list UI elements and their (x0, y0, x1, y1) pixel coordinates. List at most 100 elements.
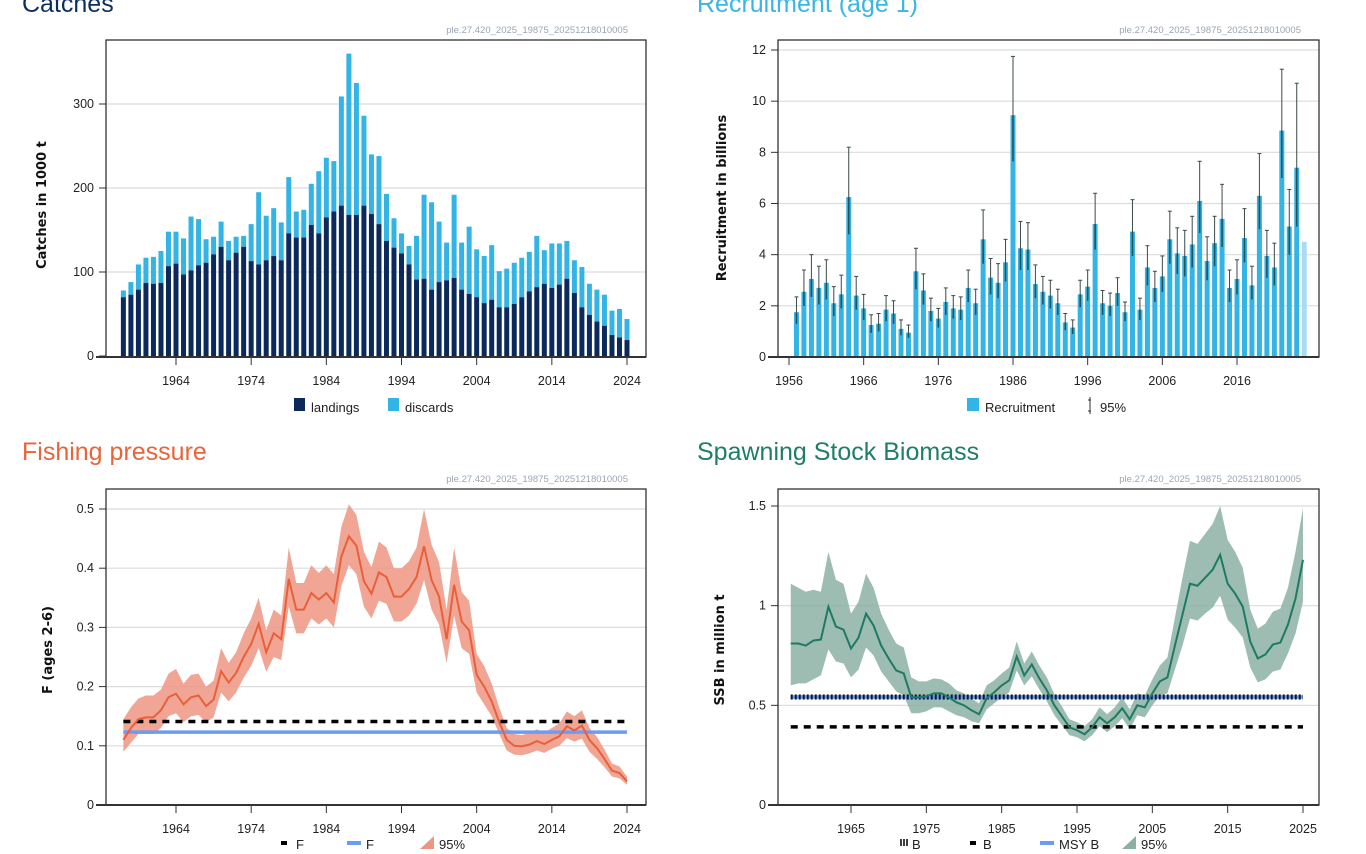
landings-bar (173, 263, 179, 356)
landings-bar (466, 293, 472, 356)
landings-bar (308, 224, 314, 356)
recruitment-bar (995, 282, 1001, 357)
discards-bar (504, 268, 510, 308)
catches-y-tick-label: 200 (73, 181, 94, 195)
landings-bar (211, 254, 217, 356)
recruitment-bar (943, 301, 949, 357)
recruitment-bar (1174, 253, 1180, 357)
recruitment-bar (1249, 285, 1255, 357)
recruitment-x-tick-label: 1956 (775, 374, 803, 388)
legend-swatch-recruitment (967, 398, 979, 411)
f-x-tick-label: 2014 (538, 822, 566, 836)
recruitment-bar (1100, 303, 1106, 357)
discards-bar (609, 310, 615, 335)
recruitment-bar (1137, 309, 1143, 357)
landings-bar (323, 217, 329, 356)
landings-bar (436, 282, 442, 356)
discards-bar (135, 264, 141, 290)
ssb-y-tick-label: 0 (759, 798, 766, 812)
recruitment-bar (1286, 226, 1292, 357)
legend-swatch-ssb-ci (1122, 836, 1136, 849)
recruitment-bar (1152, 287, 1158, 357)
discards-bar (429, 202, 435, 290)
landings-bar (511, 303, 517, 356)
discards-bar (256, 192, 262, 265)
catches-x-tick-label: 1974 (237, 374, 265, 388)
landings-bar (203, 262, 209, 356)
recruitment-x-tick-label: 2006 (1148, 374, 1176, 388)
landings-bar (586, 314, 592, 356)
legend-label-blim: B (983, 837, 992, 852)
recruitment-bar (1294, 167, 1300, 357)
landings-bar (481, 303, 487, 356)
catches-x-tick-label: 1994 (388, 374, 416, 388)
legend-label-fmsy: F (366, 837, 374, 852)
legend-swatch-bpa (900, 839, 908, 846)
discards-bar (293, 211, 299, 238)
recruitment-bar (1219, 218, 1225, 357)
f-y-tick-label: 0 (87, 798, 94, 812)
f-x-tick-label: 2004 (463, 822, 491, 836)
legend-label-discards: discards (405, 400, 454, 415)
recruitment-bar (1212, 243, 1218, 357)
discards-bar (526, 251, 532, 292)
f-y-axis-label: F (ages 2-6) (41, 606, 56, 694)
recruitment-bar (1159, 276, 1165, 357)
f-y-tick-label: 0.5 (77, 502, 94, 516)
legend-swatch-f-ci (420, 836, 434, 849)
recruitment-legend: Recruitment 95% (967, 397, 1126, 415)
landings-bar (368, 214, 374, 356)
recruitment-bar (1032, 284, 1038, 357)
legend-swatch-landings (294, 398, 305, 411)
recruitment-bar (1017, 248, 1023, 357)
discards-bar (143, 257, 149, 283)
landings-bar (399, 253, 404, 356)
discards-bar (241, 235, 247, 247)
ssb-x-tick-label: 2015 (1214, 822, 1242, 836)
ssb-x-tick-label: 1985 (988, 822, 1016, 836)
discards-bar (301, 209, 307, 238)
ssb-x-tick-label: 2005 (1138, 822, 1166, 836)
legend-label-landings: landings (311, 400, 360, 415)
landings-bar (526, 291, 532, 356)
recruitment-bar (988, 277, 994, 357)
catches-y-tick-label: 100 (73, 265, 94, 279)
landings-bar (609, 335, 615, 356)
discards-bar (233, 236, 239, 253)
recruitment-bar (1115, 293, 1121, 357)
ssb-x-tick-label: 1965 (837, 822, 865, 836)
catches-y-tick-label: 300 (73, 97, 94, 111)
discards-bar (541, 250, 547, 284)
landings-bar (616, 337, 622, 356)
discards-bar (368, 154, 374, 215)
landings-bar (158, 282, 164, 356)
recruitment-bar (846, 197, 852, 357)
legend-label-bpa: B (912, 837, 921, 852)
ssb-legend: B B MSY B 95% (900, 836, 1167, 852)
ssb-x-tick-label: 2025 (1289, 822, 1317, 836)
recruitment-bar (1197, 200, 1203, 357)
discards-bar (549, 243, 555, 288)
f-x-tick-label: 1994 (388, 822, 416, 836)
discards-bar (158, 251, 164, 283)
recruitment-bar (1167, 239, 1173, 357)
discards-bar (196, 219, 202, 266)
landings-bar (271, 256, 277, 356)
discards-bar (331, 161, 337, 212)
recruitment-bar (838, 294, 844, 357)
discards-bar (353, 83, 359, 215)
recruitment-bar (913, 271, 919, 357)
landings-bar (556, 284, 562, 356)
landings-bar (421, 278, 427, 356)
landings-bar (489, 299, 495, 356)
recruitment-bar (1129, 231, 1135, 357)
recruitment-y-tick-label: 6 (759, 197, 766, 211)
discards-bar (316, 171, 322, 234)
recruitment-bar (1241, 238, 1247, 357)
recruitment-bar (801, 291, 807, 357)
recruitment-bar (1144, 267, 1150, 357)
catches-watermark: ple.27.420_2025_19875_20251218010005 (446, 25, 628, 36)
landings-bar (459, 289, 465, 356)
landings-bar (316, 233, 322, 356)
recruitment-bar (1264, 255, 1270, 357)
